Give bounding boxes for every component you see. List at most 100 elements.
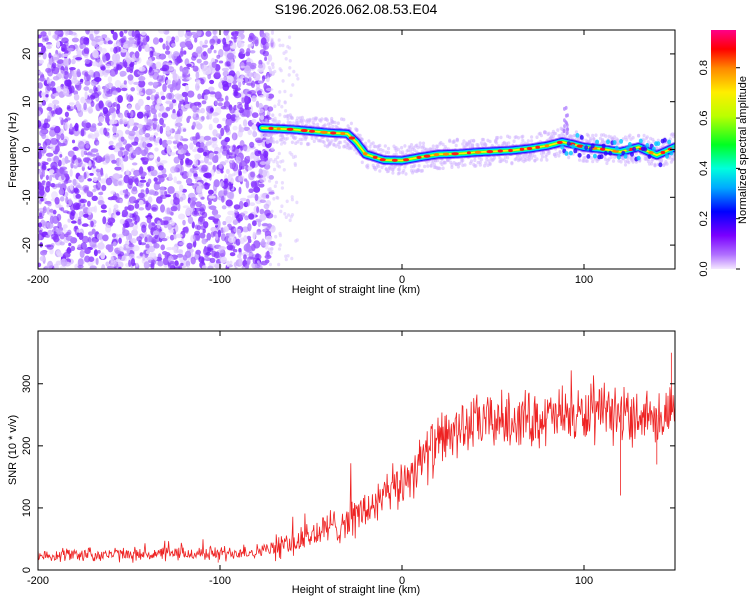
sparse-dot	[284, 109, 288, 113]
noise-dot	[59, 69, 65, 79]
noise-dot	[97, 249, 101, 254]
noise-dot	[89, 125, 97, 132]
noise-dot	[238, 80, 242, 88]
halo-dot	[429, 164, 433, 168]
noise-dot	[243, 235, 248, 243]
halo-dot	[535, 135, 539, 139]
noise-dot	[168, 173, 173, 182]
noise-dot	[256, 174, 264, 179]
noise-dot	[192, 121, 196, 129]
x-tick-label: -200	[27, 575, 49, 587]
noise-dot	[238, 186, 242, 195]
noise-dot	[160, 95, 166, 101]
noise-dot	[38, 182, 43, 186]
noise-dot	[242, 119, 248, 127]
noise-dot	[159, 138, 163, 146]
noise-dot	[108, 207, 112, 216]
noise-dot	[181, 138, 189, 142]
noise-dot	[197, 147, 204, 153]
noise-dot	[194, 153, 202, 160]
noise-dot	[119, 218, 125, 225]
noise-dot	[38, 162, 41, 167]
noise-dot	[200, 142, 205, 148]
noise-dot	[53, 235, 60, 243]
noise-dot	[129, 146, 134, 153]
noise-dot	[91, 40, 96, 47]
noise-dot	[63, 70, 69, 80]
spike-dot	[563, 124, 566, 129]
halo-dot	[656, 138, 660, 143]
noise-dot	[245, 198, 251, 207]
noise-dot	[174, 35, 180, 43]
noise-dot	[173, 133, 182, 141]
noise-dot	[216, 54, 221, 59]
noise-dot	[247, 91, 253, 95]
noise-dot	[256, 260, 260, 264]
noise-dot	[268, 191, 275, 195]
top-x-axis-title: Height of straight line (km)	[292, 284, 420, 296]
noise-dot	[149, 154, 155, 159]
hot-spot	[362, 152, 368, 156]
halo-dot	[563, 134, 568, 138]
halo-dot	[336, 121, 340, 125]
halo-dot	[461, 142, 465, 146]
halo-dot	[349, 146, 353, 151]
noise-dot	[156, 156, 161, 162]
spread-dot	[606, 139, 610, 145]
halo-dot	[343, 139, 347, 144]
noise-dot	[138, 45, 142, 52]
noise-dot	[56, 40, 61, 48]
noise-dot	[112, 173, 121, 179]
noise-dot	[218, 246, 226, 251]
noise-dot	[86, 74, 91, 82]
spread-dot	[590, 143, 595, 149]
noise-dot	[103, 127, 107, 136]
y-tick-label: 10	[21, 96, 33, 108]
noise-dot	[201, 115, 205, 121]
noise-dot	[52, 209, 57, 215]
noise-dot	[258, 168, 263, 175]
sparse-dot	[272, 197, 276, 201]
noise-dot	[78, 232, 84, 240]
noise-dot	[234, 31, 239, 35]
noise-dot	[129, 110, 134, 118]
hot-spot	[416, 155, 422, 159]
sparse-dot	[277, 247, 282, 251]
noise-dot	[70, 210, 76, 217]
noise-dot	[45, 94, 49, 98]
noise-dot	[255, 139, 263, 143]
halo-dot	[275, 140, 279, 144]
noise-dot	[146, 61, 151, 65]
noise-dot	[42, 145, 47, 154]
noise-dot	[76, 229, 83, 233]
halo-dot	[481, 137, 486, 142]
noise-dot	[203, 145, 208, 153]
noise-dot	[59, 196, 65, 202]
spread-dot	[647, 154, 652, 159]
noise-dot	[43, 197, 47, 202]
noise-dot	[237, 30, 245, 35]
halo-dot	[346, 143, 350, 147]
spread-dot	[658, 162, 663, 168]
noise-dot	[114, 166, 122, 171]
noise-dot	[101, 264, 106, 269]
noise-dot	[234, 266, 238, 269]
noise-dot	[222, 43, 231, 52]
noise-dot	[136, 41, 144, 47]
halo-dot	[307, 142, 311, 146]
noise-dot	[119, 30, 124, 38]
noise-dot	[226, 148, 230, 155]
noise-dot	[121, 87, 128, 92]
noise-dot	[209, 79, 215, 85]
halo-dot	[404, 172, 408, 176]
noise-dot	[136, 236, 143, 242]
halo-dot	[290, 116, 294, 120]
noise-dot	[120, 136, 125, 142]
noise-dot	[46, 207, 51, 215]
noise-dot	[240, 65, 246, 69]
noise-dot	[159, 91, 165, 96]
noise-dot	[196, 134, 201, 140]
noise-dot	[132, 186, 137, 192]
noise-dot	[116, 59, 121, 64]
halo-dot	[554, 154, 558, 159]
